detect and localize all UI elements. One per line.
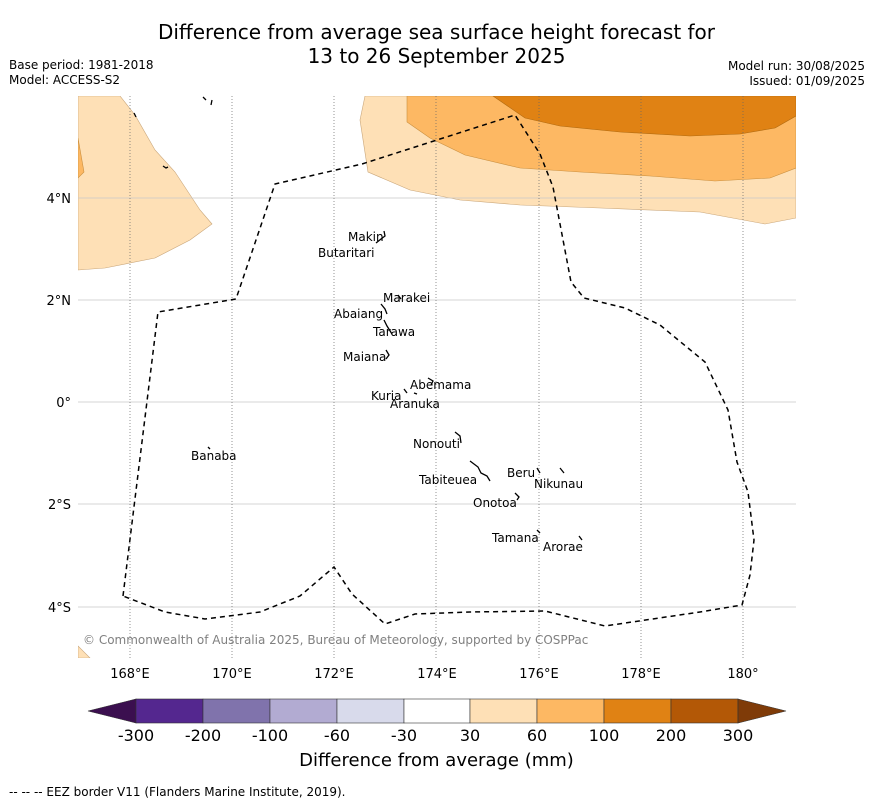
island-label-nonouti: Nonouti xyxy=(413,437,460,451)
title-line-2: 13 to 26 September 2025 xyxy=(307,44,566,68)
anomaly-contour-100-200-northeast xyxy=(492,96,796,137)
island-label-tarawa: Tarawa xyxy=(372,325,415,339)
island-label-makin: Makin xyxy=(348,230,384,244)
colorbar-tick-2: -200 xyxy=(185,726,221,745)
island-label-onotoa: Onotoa xyxy=(473,496,517,510)
meta-left: Base period: 1981-2018 Model: ACCESS-S2 xyxy=(9,58,154,88)
anomaly-contour-30-60-west xyxy=(78,96,213,271)
lon-label-172e: 172°E xyxy=(314,667,354,682)
lat-label-2s: 2°S xyxy=(48,498,71,513)
lon-label-178e: 178°E xyxy=(621,667,661,682)
colorbar-extend-low xyxy=(87,698,137,724)
colorbar-tick-9: 200 xyxy=(656,726,687,745)
anomaly-contour-30-60-southwest xyxy=(78,645,91,658)
model-text: Model: ACCESS-S2 xyxy=(9,73,121,87)
longitude-labels: 168°E 170°E 172°E 174°E 176°E 178°E 180° xyxy=(110,667,758,682)
colorbar-tick-1: -300 xyxy=(118,726,154,745)
lon-label-170e: 170°E xyxy=(212,667,252,682)
eez-border xyxy=(122,114,755,627)
island-label-marakei: Marakei xyxy=(383,291,430,305)
lon-label-176e: 176°E xyxy=(519,667,559,682)
issued-text: Issued: 01/09/2025 xyxy=(749,74,865,88)
island-label-tabiteuea: Tabiteuea xyxy=(418,473,477,487)
colorbar-tick-10: 300 xyxy=(723,726,754,745)
island-label-kuria: Kuria xyxy=(371,389,402,403)
latitude-labels: 4°N 2°N 0° 2°S 4°S xyxy=(47,192,72,616)
map-area: Makin Butaritari Marakei Abaiang Tarawa … xyxy=(78,96,796,658)
lat-label-4s: 4°S xyxy=(48,601,71,616)
island-label-maiana: Maiana xyxy=(343,350,386,364)
island-outlines xyxy=(133,96,583,541)
colorbar-tick-6: 30 xyxy=(460,726,480,745)
island-label-arorae: Arorae xyxy=(543,540,583,554)
footnote-eez: -- -- -- EEZ border V11 (Flanders Marine… xyxy=(9,785,346,799)
island-label-aranuka: Aranuka xyxy=(390,397,440,411)
colorbar-tick-7: 60 xyxy=(527,726,547,745)
title-line-1: Difference from average sea surface heig… xyxy=(157,20,716,44)
colorbar xyxy=(87,698,787,724)
colorbar-bin-6 xyxy=(469,698,538,724)
colorbar-extend-high xyxy=(737,698,787,724)
colorbar-bin-9 xyxy=(670,698,739,724)
island-label-beru: Beru xyxy=(507,466,535,480)
colorbar-tick-3: -100 xyxy=(252,726,288,745)
colorbar-bin-3 xyxy=(269,698,338,724)
island-label-banaba: Banaba xyxy=(191,449,237,463)
lat-label-4n: 4°N xyxy=(47,192,72,207)
lon-label-180: 180° xyxy=(727,667,758,682)
colorbar-bin-1 xyxy=(135,698,204,724)
island-label-tamana: Tamana xyxy=(491,531,539,545)
base-period-text: Base period: 1981-2018 xyxy=(9,58,154,72)
map-gridlines xyxy=(78,197,796,608)
colorbar-ticks: -300 -200 -100 -60 -30 30 60 100 200 300 xyxy=(118,726,753,745)
island-label-abemama: Abemama xyxy=(410,378,471,392)
colorbar-tick-8: 100 xyxy=(589,726,620,745)
lat-label-2n: 2°N xyxy=(47,294,72,309)
colorbar-title: Difference from average (mm) xyxy=(299,750,574,771)
island-label-butaritari: Butaritari xyxy=(318,246,375,260)
map-meridians xyxy=(129,96,744,658)
lat-label-0: 0° xyxy=(56,396,71,411)
colorbar-bin-5 xyxy=(403,698,471,724)
colorbar-bin-2 xyxy=(202,698,271,724)
colorbar-bin-7 xyxy=(536,698,605,724)
colorbar-tick-5: -30 xyxy=(391,726,417,745)
lon-label-174e: 174°E xyxy=(417,667,457,682)
lon-label-168e: 168°E xyxy=(110,667,150,682)
copyright-text: © Commonwealth of Australia 2025, Bureau… xyxy=(83,633,588,647)
island-label-nikunau: Nikunau xyxy=(534,477,583,491)
anomaly-contour-60-100-west xyxy=(78,137,85,179)
page-title: Difference from average sea surface heig… xyxy=(0,20,873,68)
model-run-text: Model run: 30/08/2025 xyxy=(727,59,865,73)
meta-right: Model run: 30/08/2025 Issued: 01/09/2025 xyxy=(728,59,865,89)
colorbar-tick-4: -60 xyxy=(324,726,350,745)
island-label-abaiang: Abaiang xyxy=(334,307,383,321)
colorbar-bin-8 xyxy=(603,698,672,724)
island-labels: Makin Butaritari Marakei Abaiang Tarawa … xyxy=(191,230,583,554)
colorbar-bin-4 xyxy=(336,698,405,724)
